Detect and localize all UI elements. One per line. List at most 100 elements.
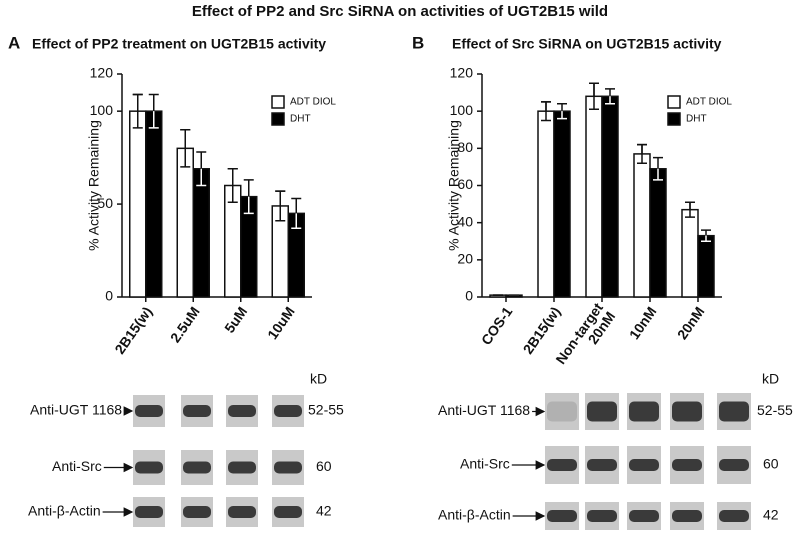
blot-size: 52-55	[757, 402, 793, 418]
blot-band	[228, 461, 256, 474]
error-bar-outer	[653, 156, 663, 169]
error-bar-outer	[685, 201, 695, 210]
legend-label: ADT DIOL	[290, 97, 336, 108]
chart-title: Effect of Src SiRNA on UGT2B15 activity	[452, 36, 722, 52]
y-axis-label: % Activity Remaining	[446, 120, 462, 251]
x-tick-label: 10uM	[264, 304, 298, 343]
blot-row-label: Anti-β-Actin	[438, 507, 511, 523]
legend-swatch	[271, 112, 285, 126]
blot-band	[719, 510, 749, 522]
error-bar-outer	[541, 101, 551, 112]
blot-row-label: Anti-Src	[460, 456, 510, 472]
y-tick-label: 100	[90, 102, 114, 118]
blot-band	[629, 510, 659, 522]
bar	[537, 110, 555, 298]
blot-band	[274, 461, 302, 474]
bar	[697, 234, 715, 298]
y-tick-label: 20	[457, 251, 473, 267]
error-bar-outer	[180, 129, 191, 149]
figure-title: Effect of PP2 and Src SiRNA on activitie…	[192, 3, 608, 20]
error-bar-outer	[148, 93, 159, 112]
blot-band	[547, 459, 577, 471]
error-bar-outer	[243, 179, 254, 197]
y-tick-label: 100	[450, 102, 474, 118]
x-tick-label: 2B15(w)	[111, 304, 155, 357]
blot-band	[672, 510, 702, 522]
blot-row-label: Anti-UGT 1168	[30, 402, 122, 418]
blot-size: 60	[763, 456, 779, 472]
x-tick-label: Non-target20nM	[552, 299, 618, 375]
kd-label: kD	[762, 371, 779, 387]
error-bar-outer	[701, 229, 711, 236]
error-bar-outer	[196, 151, 207, 169]
panel-letter: A	[8, 33, 20, 52]
y-tick-label: 40	[457, 213, 473, 229]
blot-band	[672, 401, 702, 422]
y-tick-label: 50	[97, 195, 113, 211]
bar	[553, 110, 571, 298]
y-axis-label: % Activity Remaining	[86, 120, 102, 251]
blot-size: 42	[763, 507, 779, 523]
x-tick-label: 20nM	[674, 304, 708, 343]
blot-band	[274, 506, 302, 518]
blot-band	[135, 461, 163, 474]
blot-band	[547, 401, 577, 422]
bar	[649, 168, 667, 298]
blot-band	[228, 405, 256, 417]
blot-band	[183, 405, 211, 417]
blot-size: 60	[316, 458, 332, 474]
bar	[145, 110, 163, 298]
bar	[176, 147, 194, 298]
error-bar-outer	[637, 143, 647, 154]
error-bar-outer	[605, 88, 615, 97]
blot-band	[629, 401, 659, 422]
blot-band	[274, 405, 302, 417]
x-tick-label: 2B15(w)	[520, 304, 564, 357]
error-bar-outer	[275, 190, 286, 206]
blot-band	[587, 401, 617, 422]
chart-title: Effect of PP2 treatment on UGT2B15 activ…	[32, 36, 326, 52]
blot-band	[547, 510, 577, 522]
bar	[633, 153, 651, 298]
blot-band	[135, 506, 163, 518]
blot-band	[135, 405, 163, 417]
blot-band	[228, 506, 256, 518]
y-tick-label: 120	[450, 65, 474, 81]
blot-band	[672, 459, 702, 471]
blot-row-label: Anti-β-Actin	[28, 503, 101, 519]
blot-row-label: Anti-UGT 1168	[438, 402, 530, 418]
bar	[601, 95, 619, 298]
error-bar-outer	[132, 93, 143, 112]
legend-swatch	[667, 112, 681, 126]
legend-label: DHT	[686, 114, 707, 125]
blot-band	[719, 401, 749, 422]
bar	[585, 95, 603, 298]
bar	[681, 208, 699, 298]
legend-label: ADT DIOL	[686, 97, 732, 108]
blot-band	[587, 459, 617, 471]
kd-label: kD	[310, 371, 327, 387]
legend-label: DHT	[290, 114, 311, 125]
x-tick-label: COS-1	[478, 304, 516, 348]
y-tick-label: 0	[105, 288, 113, 304]
legend-swatch	[271, 95, 285, 109]
y-tick-label: 60	[457, 176, 473, 192]
blot-band	[719, 459, 749, 471]
x-tick-label: 5uM	[221, 304, 250, 336]
legend-swatch	[667, 95, 681, 109]
blot-size: 52-55	[308, 402, 344, 418]
blot-band	[183, 461, 211, 474]
blot-band	[587, 510, 617, 522]
blot-size: 42	[316, 503, 332, 519]
error-bar-outer	[589, 82, 599, 97]
bar	[129, 110, 147, 298]
blot-band	[629, 459, 659, 471]
panel-letter: B	[412, 33, 424, 52]
error-bar-outer	[557, 102, 567, 112]
bar	[192, 168, 210, 298]
y-tick-label: 80	[457, 139, 473, 155]
error-bar-outer	[291, 197, 302, 214]
y-tick-label: 0	[465, 288, 473, 304]
blot-row-label: Anti-Src	[52, 458, 102, 474]
